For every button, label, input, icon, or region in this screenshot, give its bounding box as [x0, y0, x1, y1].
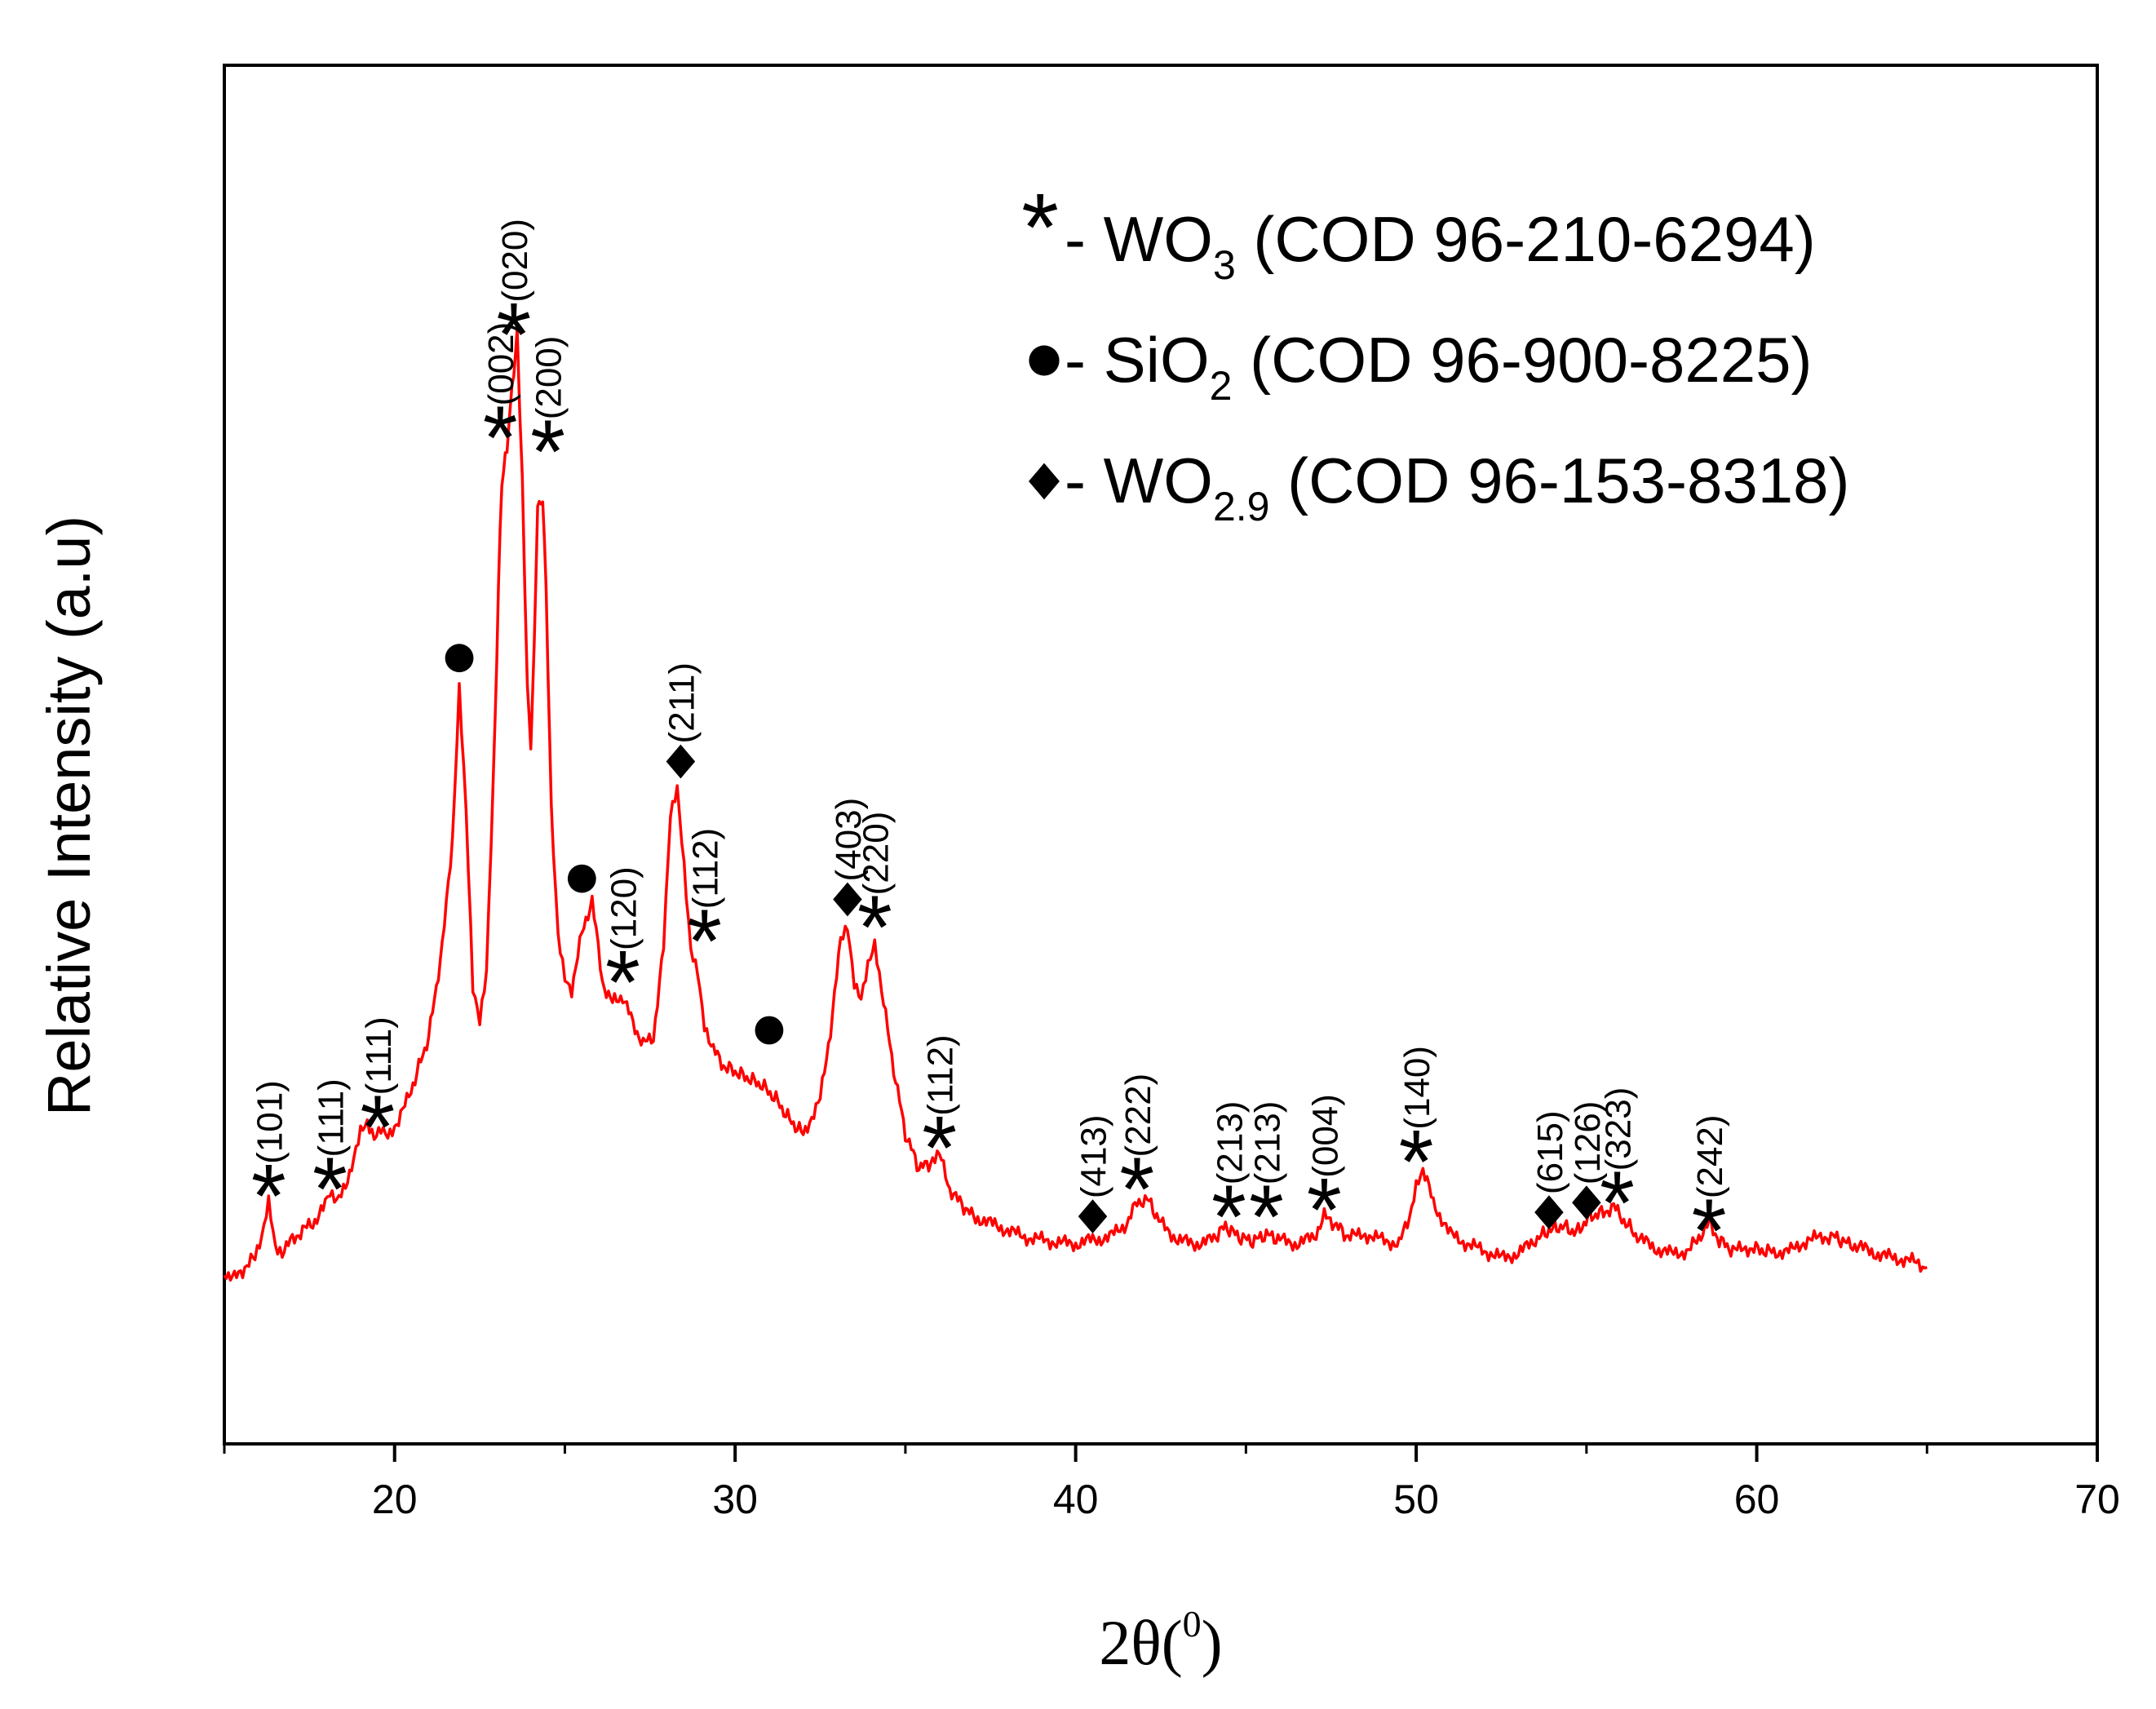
x-tick-label: 20	[372, 1477, 418, 1522]
peak-hkl-label: (213)	[1210, 1101, 1250, 1185]
legend-circle-icon	[1029, 345, 1060, 376]
x-axis-title-sup: 0	[1183, 1603, 1202, 1645]
legend-prefix: - WO	[1065, 203, 1213, 275]
circle-marker-icon	[445, 644, 474, 673]
peak-hkl-label: (126)	[1568, 1101, 1608, 1185]
diamond-marker-icon	[833, 882, 862, 917]
legend-subscript: 2	[1210, 363, 1233, 409]
legend-prefix: - SiO	[1065, 324, 1210, 396]
x-tick-label: 60	[1734, 1477, 1780, 1522]
peak-hkl-label: (112)	[686, 828, 726, 909]
star-marker-icon: *	[496, 285, 531, 385]
star-marker-icon: *	[483, 388, 518, 489]
peak-hkl-label: (213)	[1247, 1101, 1287, 1185]
peak-hkl-label: (403)	[829, 798, 869, 882]
star-marker-icon: *	[312, 1140, 348, 1240]
peak-hkl-label: (112)	[921, 1034, 961, 1115]
peak-hkl-label: (020)	[495, 219, 535, 303]
star-marker-icon: *	[530, 401, 565, 502]
legend-subscript: 3	[1213, 242, 1236, 288]
series-layer	[223, 327, 1928, 1282]
star-marker-icon: *	[605, 932, 640, 1033]
x-axis-title: 2θ(0)	[1099, 1603, 1222, 1678]
x-axis: 20 30 40 50 60 70	[223, 1444, 2120, 1522]
peak-hkl-label: (220)	[856, 812, 896, 896]
peak-hkl-label: (222)	[1118, 1074, 1158, 1158]
x-tick-label: 30	[712, 1477, 758, 1522]
star-marker-icon: *	[1307, 1160, 1342, 1260]
legend: * - WO3 (COD 96-210-6294) - SiO2 (COD 96…	[1021, 173, 1849, 529]
star-marker-icon: *	[1600, 1153, 1635, 1253]
legend-subscript: 2.9	[1213, 484, 1270, 529]
peak-hkl-label: (323)	[1598, 1087, 1638, 1171]
star-marker-icon: *	[1249, 1167, 1284, 1267]
legend-suffix: (COD 96-153-8318)	[1269, 445, 1849, 516]
peak-hkl-label: (002)	[481, 322, 521, 406]
peak-hkl-label: (111)	[311, 1078, 351, 1157]
plot-frame	[223, 64, 2099, 1446]
peak-hkl-label: (200)	[529, 336, 569, 420]
diamond-marker-icon	[1534, 1195, 1564, 1229]
peak-hkl-label: (413)	[1074, 1114, 1114, 1198]
star-marker-icon: *	[687, 891, 722, 991]
star-marker-icon: *	[1211, 1167, 1246, 1267]
peak-hkl-label: (111)	[359, 1016, 399, 1095]
legend-suffix: (COD 96-900-8225)	[1232, 324, 1812, 396]
legend-suffix: (COD 96-210-6294)	[1236, 203, 1816, 275]
legend-entry-text: - SiO2 (COD 96-900-8225)	[1065, 324, 1812, 409]
star-marker-icon: *	[360, 1078, 395, 1178]
peak-hkl-label: (140)	[1397, 1046, 1437, 1130]
peak-hkl-label: (004)	[1305, 1094, 1345, 1178]
peak-hkl-label: (211)	[662, 662, 702, 743]
star-marker-icon: *	[857, 877, 892, 977]
legend-entry-text: - WO2.9 (COD 96-153-8318)	[1065, 445, 1849, 529]
x-tick-label: 50	[1393, 1477, 1439, 1522]
star-marker-icon: *	[922, 1098, 957, 1198]
peak-hkl-label: (242)	[1690, 1114, 1730, 1198]
legend-prefix: - WO	[1065, 445, 1213, 516]
legend-diamond-icon	[1029, 463, 1060, 500]
star-marker-icon: *	[251, 1146, 286, 1246]
peak-hkl-label: (101)	[250, 1080, 290, 1164]
x-axis-title-close: )	[1202, 1607, 1223, 1678]
y-axis-title: Relative Intensity (a.u)	[35, 516, 103, 1116]
diamond-marker-icon	[1572, 1185, 1601, 1220]
circle-marker-icon	[755, 1016, 784, 1045]
peak-hkl-label: (615)	[1530, 1110, 1570, 1194]
legend-entry-text: - WO3 (COD 96-210-6294)	[1065, 203, 1816, 288]
x-tick-label: 40	[1053, 1477, 1099, 1522]
star-marker-icon: *	[1119, 1140, 1154, 1240]
legend-star-icon: *	[1021, 173, 1059, 281]
circle-marker-icon	[567, 864, 596, 893]
x-tick-label: 70	[2074, 1477, 2120, 1522]
star-marker-icon: *	[1399, 1112, 1434, 1212]
series-line	[223, 327, 1928, 1282]
diamond-marker-icon	[666, 744, 696, 779]
diamond-marker-icon	[1078, 1199, 1108, 1234]
peak-markers: *(101)*(111) *(111)*(002)*(020)*(200)*(12…	[250, 219, 1730, 1281]
x-axis-title-main: 2θ(	[1099, 1607, 1182, 1678]
star-marker-icon: *	[1692, 1180, 1727, 1281]
peak-hkl-label: (120)	[604, 866, 644, 950]
